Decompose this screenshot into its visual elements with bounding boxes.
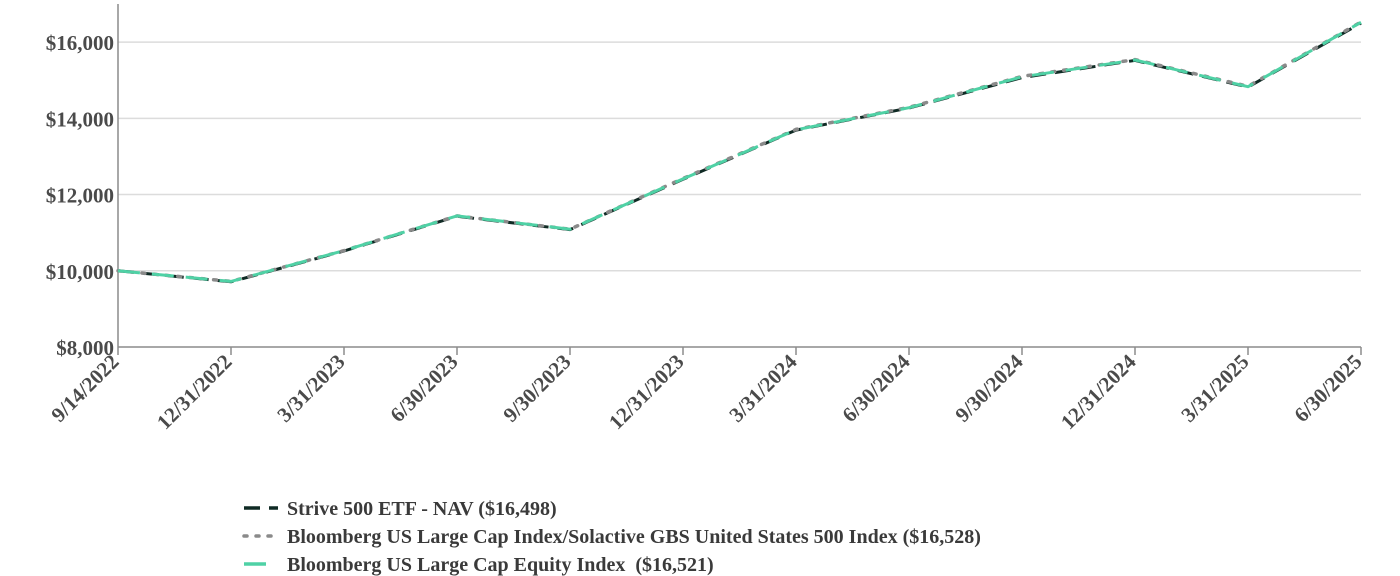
x-tick-label: 9/30/2023 [498, 350, 575, 427]
series-lines [116, 20, 1363, 284]
y-tick-label: $10,000 [46, 260, 114, 284]
gridlines [118, 41, 1361, 272]
x-tick-label: 3/31/2023 [272, 350, 349, 427]
x-tick-label: 12/31/2024 [1056, 349, 1141, 434]
legend-label-1: Strive 500 ETF - NAV ($16,498) [287, 498, 557, 520]
x-tick-label: 6/30/2023 [385, 350, 462, 427]
x-tick-label: 9/14/2022 [46, 350, 123, 427]
x-tick-label: 9/30/2024 [950, 349, 1028, 427]
y-tick-label: $16,000 [46, 31, 114, 55]
x-tick-label: 3/31/2024 [724, 349, 802, 427]
y-tick-labels: $8,000 $10,000 $12,000 $14,000 $16,000 [46, 31, 114, 360]
legend-label-3: Bloomberg US Large Cap Equity Index ($16… [287, 554, 714, 576]
x-tick-label: 3/31/2025 [1176, 350, 1253, 427]
axes [117, 4, 1361, 348]
y-tick-label: $14,000 [46, 107, 114, 131]
x-tick-label: 12/31/2022 [152, 350, 237, 435]
x-tick-labels: 9/14/2022 12/31/2022 3/31/2023 6/30/2023 9/3… [46, 347, 1367, 435]
series-line-2 [116, 20, 1363, 284]
y-tick-label: $8,000 [56, 336, 114, 360]
series-line-3 [117, 20, 1362, 283]
legend-label-2: Bloomberg US Large Cap Index/Solactive G… [287, 526, 981, 548]
y-tick-label: $12,000 [46, 184, 114, 208]
x-tick-label: 6/30/2025 [1289, 350, 1366, 427]
x-tick-label: 6/30/2024 [837, 349, 915, 427]
x-tick-label: 12/31/2023 [604, 350, 689, 435]
legend: Strive 500 ETF - NAV ($16,498) Bloomberg … [242, 498, 981, 576]
